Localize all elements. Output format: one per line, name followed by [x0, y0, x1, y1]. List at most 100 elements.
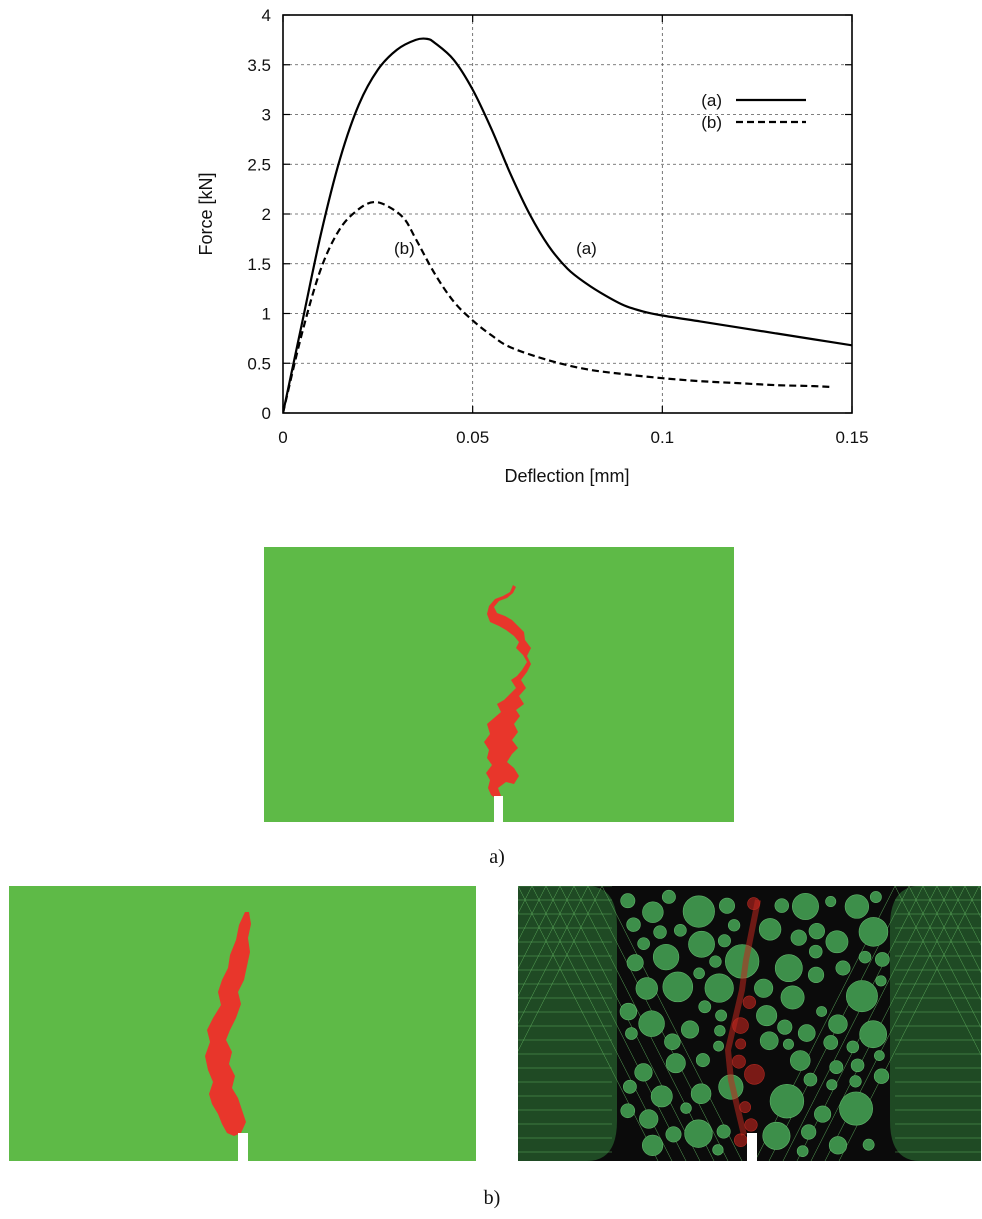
y-tick-label: 3 — [262, 106, 271, 125]
aggregate — [637, 937, 650, 950]
x-tick-label: 0.1 — [651, 428, 675, 447]
aggregate — [845, 980, 878, 1013]
aggregate — [735, 1038, 747, 1050]
aggregate — [716, 1124, 731, 1139]
aggregate — [849, 1075, 862, 1088]
aggregate — [858, 950, 872, 964]
aggregate — [622, 1079, 637, 1094]
aggregate — [828, 1014, 848, 1034]
aggregate — [758, 918, 782, 941]
aggregate — [844, 894, 870, 919]
aggregate — [650, 1085, 673, 1108]
aggregate — [714, 1025, 726, 1037]
aggregate — [682, 895, 715, 928]
aggregate — [713, 1040, 724, 1052]
aggregate — [744, 1064, 765, 1085]
mesh-region-fill — [890, 886, 981, 1161]
mesh-edge — [601, 886, 743, 1161]
y-tick-label: 4 — [262, 6, 271, 25]
aggregate — [826, 1079, 838, 1091]
y-axis-label: Force [kN] — [196, 172, 216, 255]
aggregate — [859, 1020, 887, 1049]
aggregate — [774, 898, 789, 913]
aggregate — [638, 1010, 665, 1037]
mesh-edge — [782, 886, 924, 1161]
aggregate — [807, 966, 825, 983]
aggregate — [690, 1083, 712, 1105]
y-tick-label: 0 — [262, 404, 271, 423]
mesh-edge — [518, 886, 659, 1161]
aggregate — [635, 977, 658, 1000]
aggregate — [625, 1027, 638, 1040]
series-line-a — [283, 37, 852, 413]
aggregate — [719, 897, 735, 914]
aggregate — [858, 917, 889, 947]
aggregate — [823, 1035, 839, 1050]
aggregate — [839, 1091, 873, 1126]
caption-a: a) — [489, 846, 505, 868]
aggregate — [754, 978, 774, 998]
aggregate — [639, 1109, 659, 1129]
aggregate — [792, 892, 819, 920]
y-tick-label: 2.5 — [247, 155, 271, 174]
mesh-region-fill — [518, 886, 617, 1161]
aggregate — [875, 952, 890, 967]
mesh-edge — [950, 886, 981, 946]
aggregate — [796, 1145, 809, 1157]
aggregate — [731, 1054, 746, 1069]
y-tick-label: 1 — [262, 305, 271, 324]
aggregate — [846, 1040, 860, 1054]
aggregate — [790, 929, 807, 946]
aggregate-particles — [619, 889, 890, 1157]
mesh-crack-line — [724, 899, 761, 1136]
mesh-edge — [518, 886, 603, 1052]
y-tick-label: 0.5 — [247, 354, 271, 373]
x-tick-label: 0.05 — [456, 428, 489, 447]
aggregate — [704, 973, 734, 1003]
aggregate — [869, 891, 882, 903]
mesh-edge — [518, 886, 561, 970]
legend-label: (a) — [701, 91, 722, 110]
aggregate — [762, 1121, 791, 1150]
panel-b-crack-image — [9, 886, 476, 1161]
panel-b-mesh-image: b) — [484, 886, 981, 1209]
notch-b-mesh — [747, 1133, 757, 1161]
aggregate — [653, 925, 667, 939]
aggregate — [664, 1033, 681, 1051]
aggregate — [733, 1133, 748, 1147]
aggregate — [828, 1136, 848, 1155]
aggregate — [797, 1024, 816, 1042]
y-tick-label: 2 — [262, 205, 271, 224]
aggregate — [814, 1105, 832, 1123]
aggregate — [803, 1072, 818, 1087]
x-tick-label: 0 — [278, 428, 287, 447]
aggregate — [816, 1006, 827, 1017]
aggregate — [744, 1118, 758, 1132]
aggregate — [850, 1058, 865, 1073]
aggregate — [652, 943, 680, 971]
aggregate — [665, 1053, 686, 1074]
mesh-edge — [922, 886, 981, 1001]
aggregate — [756, 1005, 778, 1027]
aggregate — [873, 1068, 890, 1084]
caption-b: b) — [484, 1187, 501, 1209]
aggregate — [874, 1050, 885, 1061]
curve-annotation: (b) — [394, 239, 415, 258]
aggregate — [661, 889, 676, 904]
crack-path-b — [205, 912, 251, 1136]
aggregate — [759, 1031, 779, 1051]
aggregate — [698, 1000, 712, 1014]
annotations: (a) (b) — [394, 239, 597, 258]
force-deflection-chart: 0 0.5 1 1.5 2 2.5 3 3.5 4 0 0.05 0.1 0.15 (a) (b) (a)… — [196, 6, 869, 486]
aggregate — [709, 955, 722, 968]
aggregate — [634, 1063, 653, 1082]
aggregate — [681, 1020, 700, 1039]
curve-annotation: (a) — [576, 239, 597, 258]
aggregate — [862, 1138, 875, 1151]
mesh-edge — [518, 886, 547, 942]
mesh-edge — [894, 886, 981, 1056]
aggregate — [790, 1050, 811, 1071]
aggregate — [688, 930, 715, 958]
